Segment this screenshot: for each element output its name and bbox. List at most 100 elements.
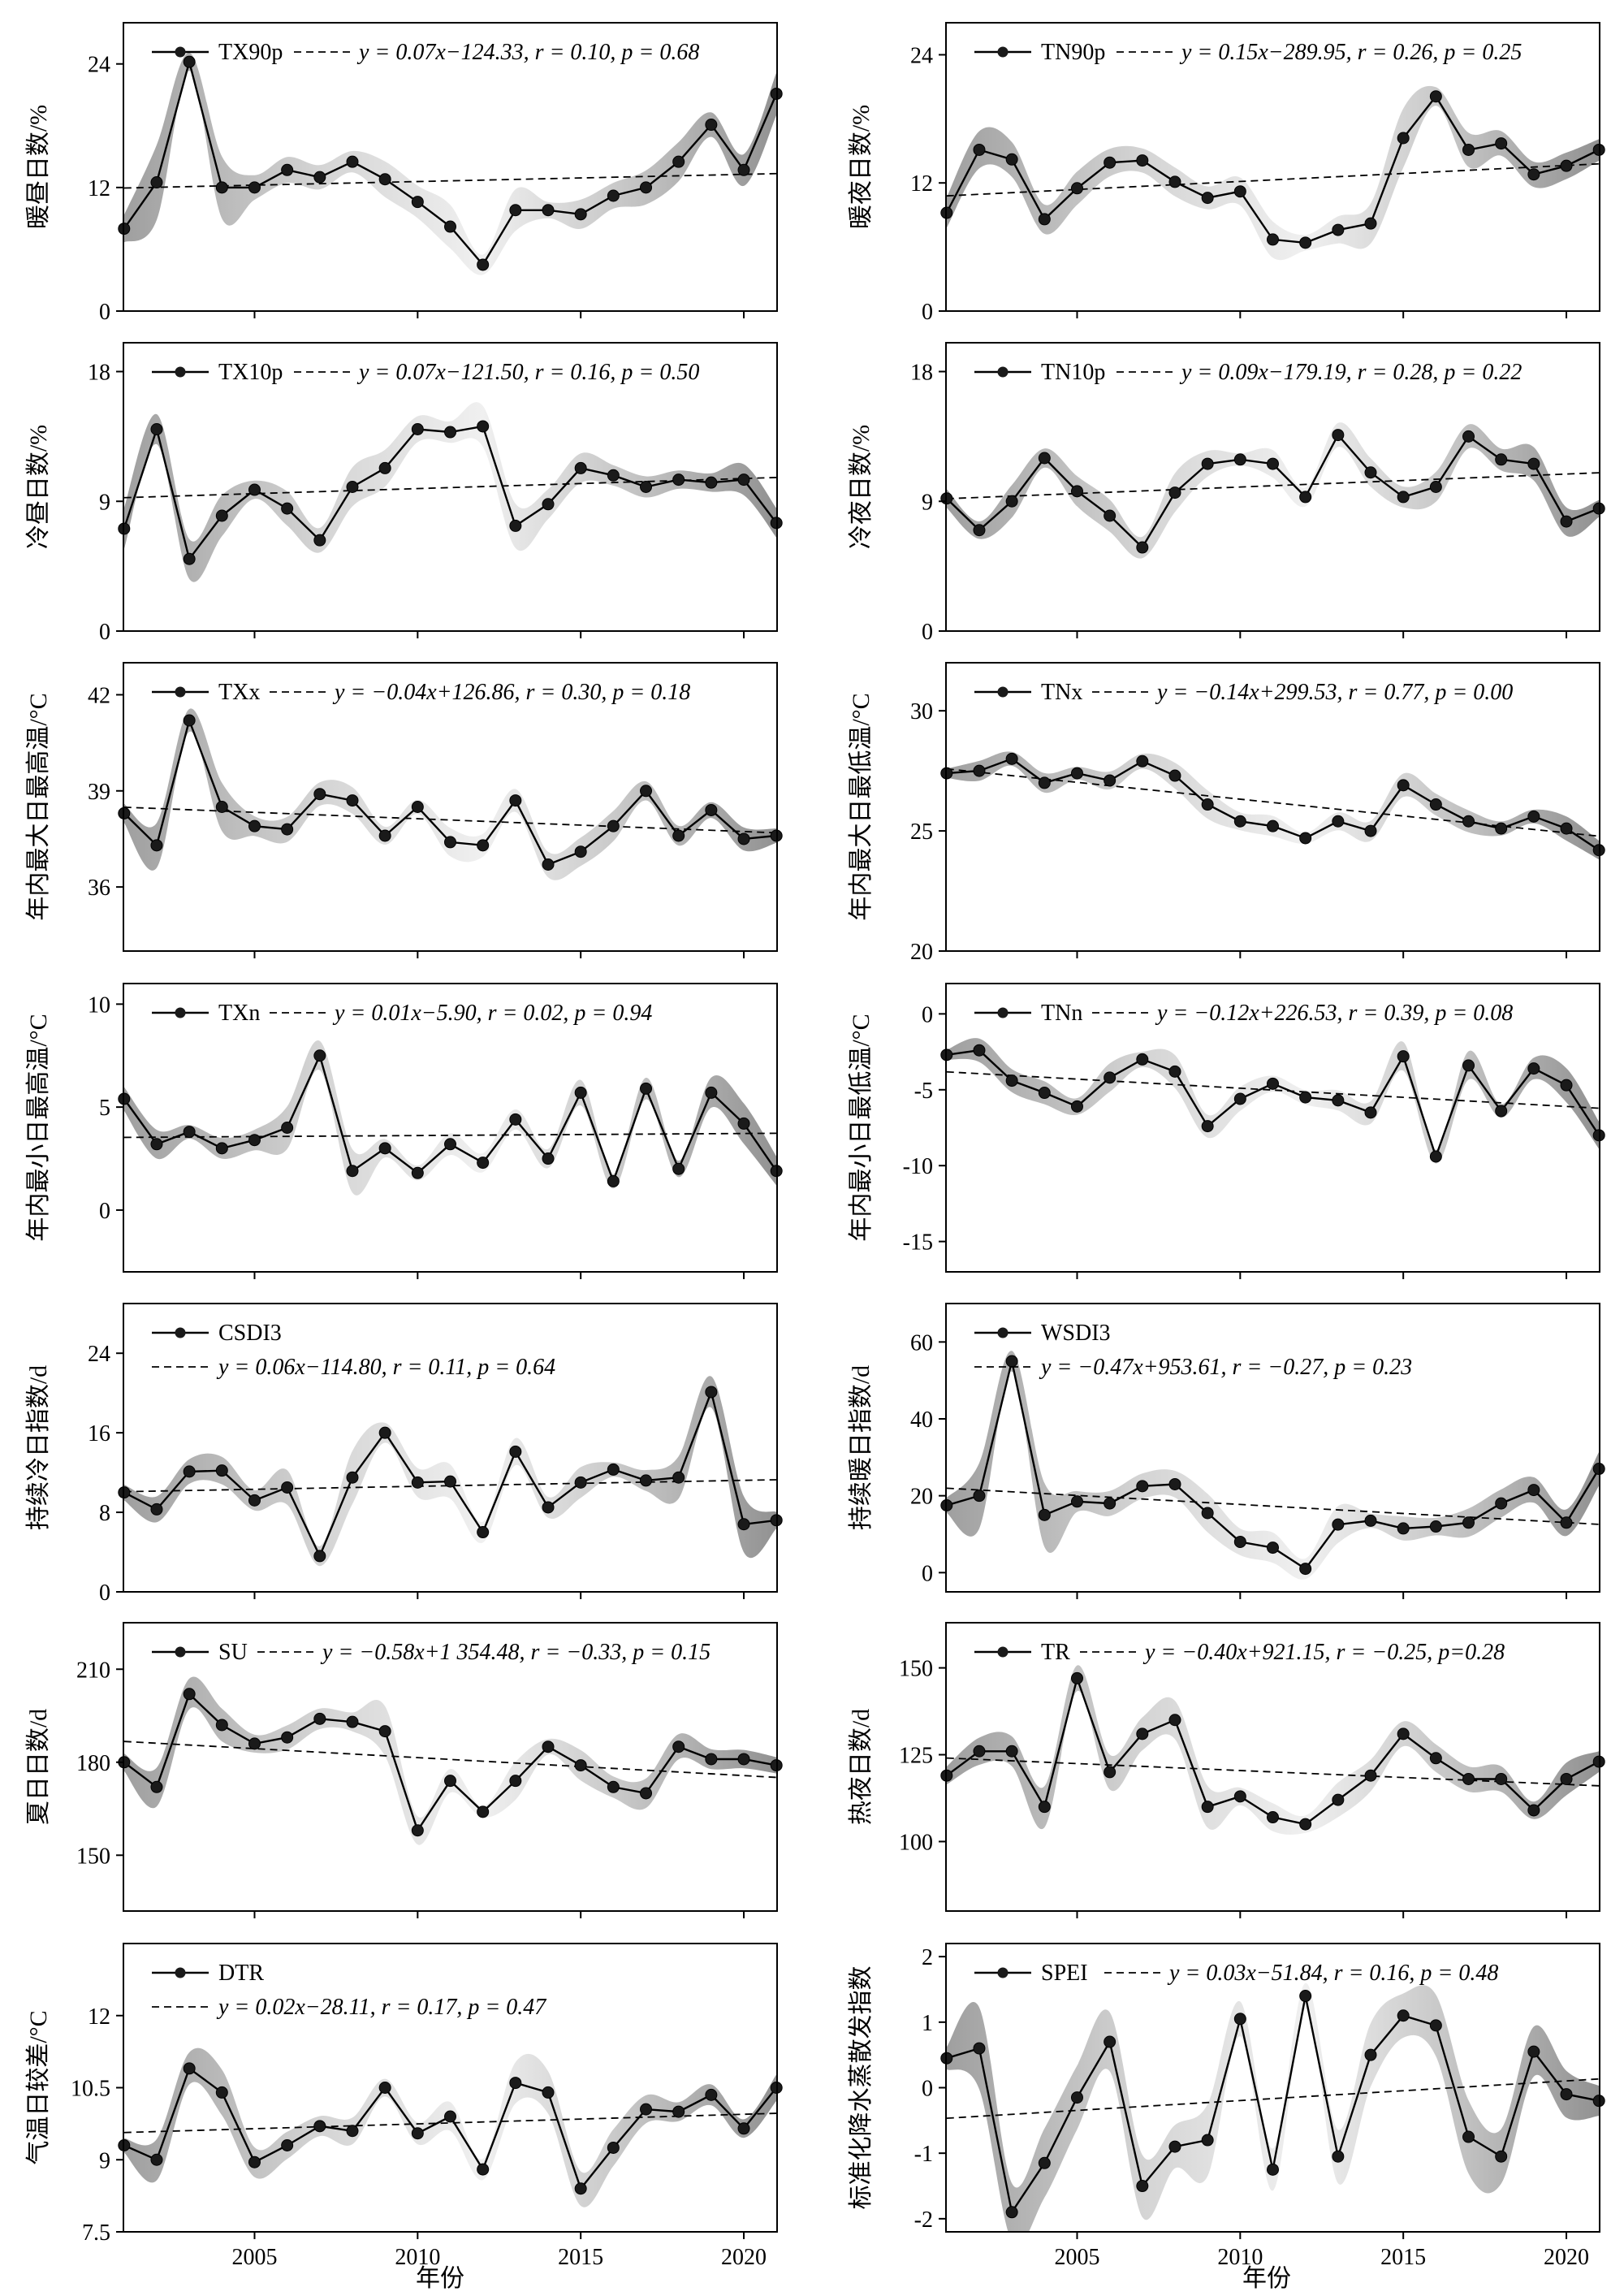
trend-line	[946, 2078, 1600, 2120]
legend-series-label: TR	[1041, 1640, 1070, 1665]
data-point	[973, 1745, 986, 1758]
chart-panel-txn: 0 5 10 年内最小日最高温/°C TXn y = 0.01x−5.90, r = 0.…	[25, 983, 783, 1279]
uncertainty-band	[123, 1376, 777, 1567]
data-point	[607, 1463, 620, 1476]
data-point	[1527, 457, 1540, 470]
data-point	[1233, 453, 1246, 466]
y-tick-label: -1	[914, 2142, 933, 2167]
y-tick-label: 0	[99, 300, 110, 325]
chart-panel-tnn: -15 -10 -5 0 年内最小日最低温/°C TNn y = −0.12x+226.53…	[848, 983, 1605, 1279]
data-point	[1168, 769, 1181, 782]
legend-equation: y = 0.15x−289.95, r = 0.26, p = 0.25	[1179, 40, 1522, 65]
data-point	[607, 1780, 620, 1793]
data-point	[1038, 776, 1051, 789]
data-point	[672, 2105, 685, 2118]
series-line	[123, 425, 777, 562]
data-point	[346, 481, 359, 493]
data-point	[248, 1494, 261, 1507]
legend-equation: y = 0.03x−51.84, r = 0.16, p = 0.48	[1167, 1961, 1498, 1986]
data-point	[1104, 156, 1116, 169]
data-point	[1233, 2013, 1246, 2026]
data-point	[1005, 752, 1018, 765]
legend-marker	[997, 1967, 1009, 1978]
data-point	[1364, 824, 1377, 837]
data-point	[411, 1476, 424, 1489]
data-point	[281, 163, 294, 176]
data-point	[1332, 429, 1345, 442]
data-point	[248, 181, 261, 194]
legend-series-label: TXn	[218, 1001, 260, 1026]
y-axis-title: 标准化降水蒸散发指数	[848, 1966, 875, 2210]
data-point	[1070, 182, 1083, 195]
data-point	[973, 1044, 986, 1057]
data-point	[150, 1138, 163, 1151]
data-point	[1136, 154, 1149, 167]
y-tick-label: 42	[88, 683, 110, 708]
data-point	[1168, 486, 1181, 499]
y-axis-title: 热夜日数/d	[848, 1709, 875, 1825]
y-tick-label: -15	[903, 1230, 933, 1256]
data-point	[1201, 192, 1214, 205]
data-point	[607, 1174, 620, 1187]
chart-panel-dtr: 7.5 9 10.5 12 2005 2010 2015 2020 气温日较差/°C DTR y =…	[25, 1943, 783, 2270]
y-tick-label: 20	[910, 1485, 933, 1510]
y-tick-label: 10.5	[71, 2077, 110, 2102]
y-axis-title: 暖昼日数/%	[25, 105, 52, 229]
y-tick-label: 5	[99, 1096, 110, 1121]
y-tick-label: 0	[922, 1561, 933, 1586]
chart-panel-spei: -2 -1 0 1 2 2005 2010 2015 2020 标准化降水蒸散发指数 SPEI y =…	[848, 1943, 1605, 2270]
chart-panel-tnx: 20 25 30 年内最大日最低温/°C TNx y = −0.14x+299.53, r…	[848, 662, 1605, 965]
legend-series-label: WSDI3	[1041, 1321, 1111, 1346]
data-point	[1168, 1477, 1181, 1490]
y-tick-label: 30	[910, 699, 933, 724]
data-point	[477, 258, 490, 271]
y-tick-label: 7.5	[82, 2220, 110, 2246]
y-tick-label: 125	[899, 1744, 933, 1769]
data-point	[1038, 452, 1051, 465]
y-tick-label: 16	[88, 1421, 110, 1446]
data-point	[1267, 1811, 1279, 1824]
data-point	[1267, 233, 1279, 246]
data-point	[411, 2127, 424, 2140]
y-axis-title: 年内最大日最高温/°C	[25, 693, 52, 920]
y-tick-label: -5	[914, 1079, 933, 1104]
data-point	[215, 1142, 228, 1155]
data-point	[1462, 1516, 1475, 1529]
legend-marker	[175, 1327, 186, 1338]
data-point	[1005, 1355, 1018, 1368]
data-point	[1136, 541, 1149, 554]
data-point	[542, 498, 555, 511]
data-point	[1201, 1801, 1214, 1814]
y-tick-label: 8	[99, 1501, 110, 1526]
legend-series-label: TN90p	[1041, 40, 1105, 65]
data-point	[477, 1526, 490, 1539]
data-point	[640, 2103, 653, 2116]
data-point	[1267, 1077, 1279, 1090]
data-point	[1560, 1772, 1573, 1785]
data-point	[1201, 2134, 1214, 2147]
y-tick-label: 24	[88, 53, 110, 78]
data-point	[1364, 466, 1377, 479]
y-tick-label: 18	[88, 361, 110, 386]
y-tick-label: 0	[922, 620, 933, 645]
data-point	[1299, 1990, 1312, 2003]
data-point	[1104, 774, 1116, 787]
data-point	[640, 1474, 653, 1487]
data-point	[672, 829, 685, 842]
data-point	[1005, 1745, 1018, 1758]
x-axis-title-left: 年份	[416, 2265, 464, 2292]
data-point	[1299, 832, 1312, 845]
data-point	[215, 801, 228, 813]
y-axis-title: 持续暖日指数/d	[848, 1365, 875, 1530]
data-point	[509, 1775, 522, 1788]
legend-marker	[997, 686, 1009, 698]
plot-frame	[945, 983, 1600, 1273]
data-point	[1397, 1050, 1410, 1063]
legend-equation: y = 0.07x−124.33, r = 0.10, p = 0.68	[356, 40, 699, 65]
data-point	[1070, 767, 1083, 780]
x-tick-label: 2010	[1217, 2245, 1263, 2270]
data-point	[640, 481, 653, 493]
data-point	[1201, 1120, 1214, 1133]
data-point	[1104, 509, 1116, 522]
x-tick-label: 2020	[1544, 2245, 1589, 2270]
